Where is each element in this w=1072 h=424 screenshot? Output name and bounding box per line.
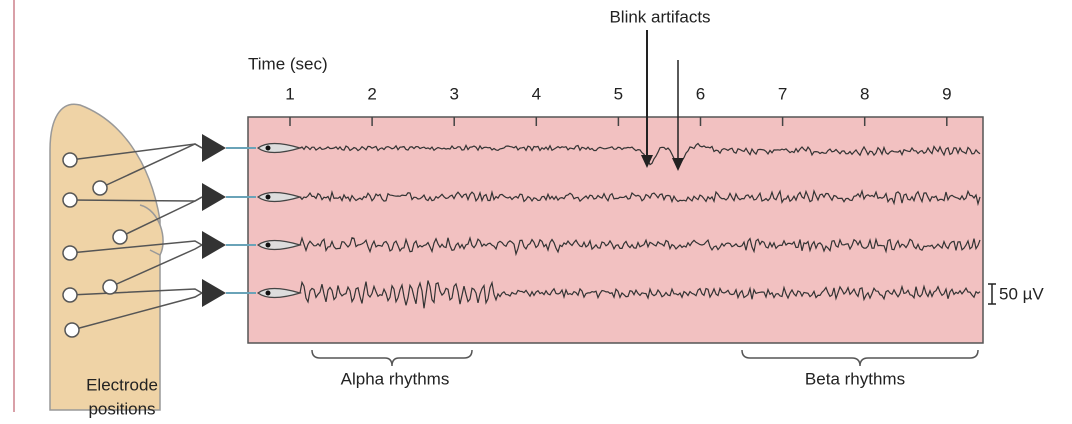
time-tick-label: 2	[367, 84, 376, 103]
blink-label: Blink artifacts	[609, 7, 710, 26]
electrode	[93, 181, 107, 195]
alpha-label: Alpha rhythms	[341, 369, 450, 388]
time-tick-label: 3	[449, 84, 458, 103]
electrode	[65, 323, 79, 337]
time-tick-label: 6	[696, 84, 705, 103]
amplifier	[202, 183, 226, 211]
electrode-label: positions	[88, 399, 155, 418]
amplifier	[202, 279, 226, 307]
amplifier	[202, 134, 226, 162]
electrode	[113, 230, 127, 244]
time-tick-label: 8	[860, 84, 869, 103]
pen-tip	[266, 243, 271, 248]
electrode	[63, 193, 77, 207]
electrode	[63, 153, 77, 167]
electrode	[103, 280, 117, 294]
pen-tip	[266, 195, 271, 200]
beta-label: Beta rhythms	[805, 369, 905, 388]
electrode	[63, 246, 77, 260]
alpha-bracket	[312, 350, 472, 366]
time-tick-label: 7	[778, 84, 787, 103]
pen-tip	[266, 291, 271, 296]
time-tick-label: 9	[942, 84, 951, 103]
amplifier	[202, 231, 226, 259]
time-axis-label: Time (sec)	[248, 54, 328, 73]
time-tick-label: 1	[285, 84, 294, 103]
beta-bracket	[742, 350, 978, 366]
pen-tip	[266, 146, 271, 151]
time-tick-label: 5	[614, 84, 623, 103]
electrode	[63, 288, 77, 302]
time-tick-label: 4	[532, 84, 541, 103]
electrode-label: Electrode	[86, 375, 158, 394]
eeg-diagram: Time (sec) Blink artifacts 50 µV Alpha r…	[0, 0, 1072, 424]
scale-label: 50 µV	[999, 284, 1044, 303]
